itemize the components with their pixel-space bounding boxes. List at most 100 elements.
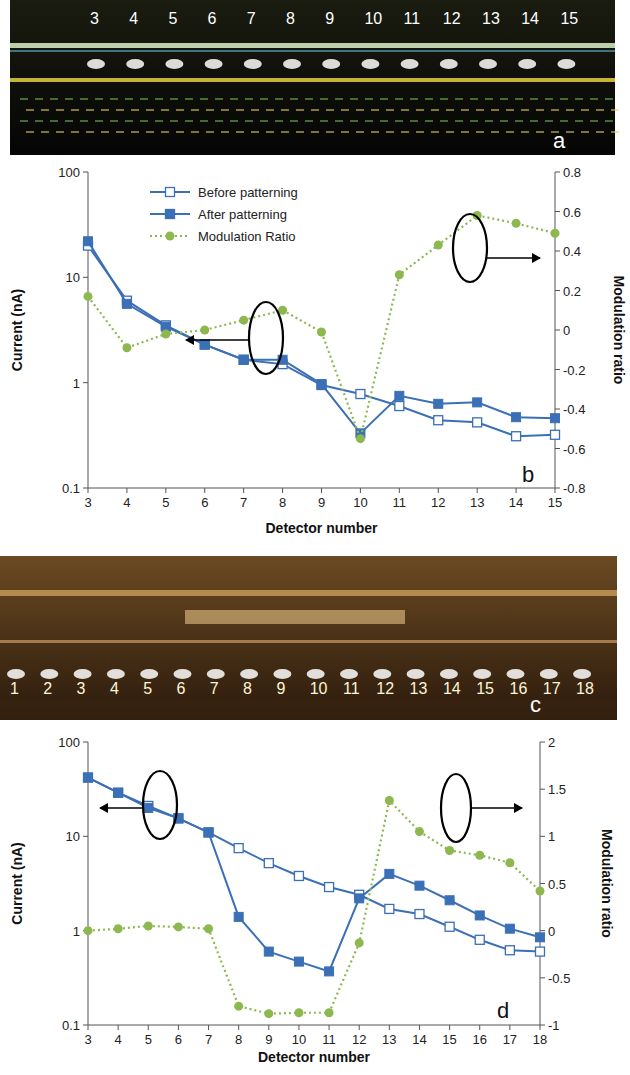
photo-trace <box>236 109 244 111</box>
marker <box>204 828 213 837</box>
marker <box>415 881 424 890</box>
photo-trace <box>56 131 64 133</box>
photo-trace <box>185 98 193 100</box>
x-tick <box>126 488 127 493</box>
series <box>84 773 545 976</box>
photo-label: 14 <box>443 680 461 697</box>
photo-trace <box>536 109 544 111</box>
photo-trace <box>296 131 304 133</box>
legend-label: After patterning <box>198 207 287 222</box>
photo-trace <box>131 109 139 111</box>
x-tick <box>329 1025 330 1030</box>
y2-tick-label: 0.5 <box>548 877 566 892</box>
photo-trace <box>200 98 208 100</box>
photo-trace <box>545 120 553 122</box>
photo-trace <box>140 98 148 100</box>
y-tick-label: 10 <box>66 270 80 285</box>
y2-tick <box>555 330 560 331</box>
photo-trace <box>506 131 514 133</box>
photo-trace <box>110 120 118 122</box>
x-tick <box>178 1025 179 1030</box>
photo-label: 6 <box>177 680 186 697</box>
photo-trace <box>206 131 214 133</box>
marker <box>385 796 394 805</box>
marker <box>355 938 364 947</box>
photo-trace <box>56 109 64 111</box>
x-tick-label: 6 <box>201 495 208 510</box>
photo-trace <box>320 98 328 100</box>
photo-trace <box>425 120 433 122</box>
photo-trace <box>290 120 298 122</box>
photo-trace <box>251 109 259 111</box>
photo-label: 3 <box>90 10 99 27</box>
photo-trace <box>566 131 574 133</box>
photo-detector <box>440 669 458 679</box>
photo-trace <box>170 120 178 122</box>
photo-trace <box>65 120 73 122</box>
legend-marker <box>166 210 175 219</box>
marker <box>512 432 521 441</box>
x-tick <box>88 1025 89 1030</box>
photo-trace <box>521 109 529 111</box>
photo-label: 3 <box>77 680 86 697</box>
marker <box>445 896 454 905</box>
marker <box>264 859 273 868</box>
marker <box>294 957 303 966</box>
x-tick-label: 7 <box>205 1032 212 1047</box>
photo-stripe <box>0 590 617 596</box>
marker <box>395 402 404 411</box>
axis-ellipse <box>249 302 283 374</box>
photo-trace <box>35 98 43 100</box>
marker <box>200 326 209 335</box>
marker <box>325 1008 334 1017</box>
photo-trace <box>176 109 184 111</box>
photo-label: 11 <box>404 10 421 27</box>
photo-detector <box>107 669 125 679</box>
marker <box>355 894 364 903</box>
x-tick-label: 7 <box>240 495 247 510</box>
marker <box>415 827 424 836</box>
marker <box>385 904 394 913</box>
photo-trace <box>611 131 619 133</box>
axis-ellipse <box>143 771 177 839</box>
photo-trace <box>35 120 43 122</box>
x-tick-label: 15 <box>548 495 562 510</box>
photo-trace <box>95 120 103 122</box>
photo-trace <box>470 120 478 122</box>
photo-detector <box>207 669 225 679</box>
marker <box>84 773 93 782</box>
photo-label: 7 <box>247 10 256 27</box>
photo-detector <box>174 669 192 679</box>
photo-trace <box>455 120 463 122</box>
photo-trace <box>395 98 403 100</box>
axis-arrow <box>186 339 249 341</box>
plot-area <box>84 773 545 1018</box>
photo-trace <box>380 120 388 122</box>
figure: 3456789101112131415a12345678910111213141… <box>0 0 630 1075</box>
photo-trace <box>65 98 73 100</box>
x-tick <box>449 1025 450 1030</box>
axis-ellipse <box>441 774 471 842</box>
x-tick <box>148 1025 149 1030</box>
x-tick-label: 12 <box>431 495 445 510</box>
marker <box>473 418 482 427</box>
panel-letter: d <box>497 998 509 1023</box>
series <box>84 241 560 441</box>
series <box>84 237 560 438</box>
y2-tick <box>540 883 545 884</box>
photo-detector <box>307 669 325 679</box>
photo-detector <box>40 669 58 679</box>
photo-trace <box>470 98 478 100</box>
photo-label: 5 <box>168 10 177 27</box>
photo-trace <box>356 131 364 133</box>
photo-trace <box>305 120 313 122</box>
photo-stripe <box>0 640 617 643</box>
marker <box>294 1008 303 1017</box>
photo-trace <box>161 131 169 133</box>
photo-trace <box>131 131 139 133</box>
photo-trace <box>26 109 34 111</box>
photo-detector <box>440 59 458 69</box>
x-tick <box>321 488 322 493</box>
photo-trace <box>365 98 373 100</box>
marker <box>434 416 443 425</box>
